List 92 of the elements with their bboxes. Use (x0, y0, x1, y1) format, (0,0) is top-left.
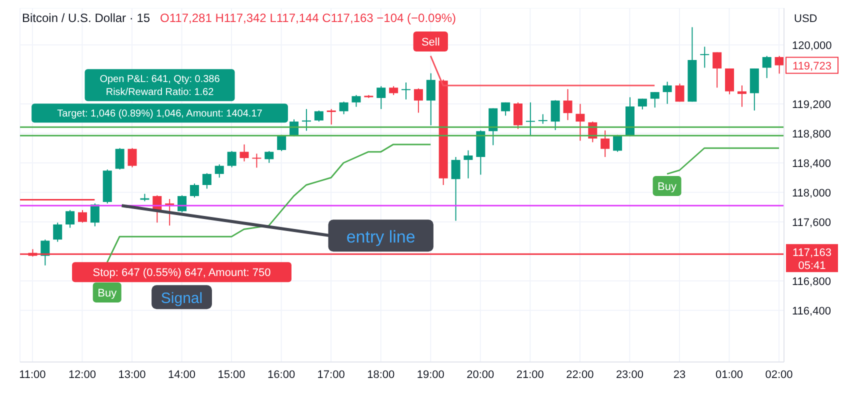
price-tag: 119,723 (786, 56, 838, 74)
x-tick-label: 13:00 (118, 368, 146, 381)
x-tick-label: 18:00 (367, 368, 395, 381)
label-tag: Sell (413, 32, 448, 52)
candlestick (514, 102, 522, 130)
candlestick (426, 72, 436, 126)
x-tick-label: 01:00 (715, 368, 744, 381)
annotation: Stop: 647 (0.55%) 647, Amount: 750 (92, 267, 271, 280)
candlestick (488, 108, 498, 146)
y-tick-label: 117,600 (792, 216, 831, 229)
candlestick (675, 83, 684, 102)
candlestick (376, 86, 386, 110)
chart-title: Bitcoin / U.S. Dollar · 15 (22, 11, 150, 25)
x-tick-label: 11:00 (19, 368, 46, 381)
annotation: Signal (160, 290, 203, 308)
y-tick-label: 116,400 (792, 305, 831, 318)
y-tick-label: 120,000 (792, 40, 832, 52)
price-tag: 117,163 05:41 (786, 244, 838, 272)
x-tick-label: 14:00 (168, 368, 196, 381)
x-tick-label: 23 (673, 368, 686, 381)
y-tick-label: 119,200 (792, 98, 831, 111)
candlestick (352, 94, 361, 108)
candlestick (662, 81, 672, 104)
label-tag: Buy (92, 282, 122, 302)
candlestick (538, 114, 548, 124)
candlestick (650, 92, 660, 108)
candlestick (700, 46, 710, 68)
candlestick (40, 239, 50, 266)
chart-subtitle: O117,281 H117,342 L117,144 C117,163 −104 (−0.09%) (160, 11, 456, 25)
candlestick (576, 103, 585, 142)
x-tick-label: 20:00 (466, 368, 494, 381)
candlestick (115, 148, 124, 170)
annotation: Open P&L: 641, Qty: 0.386 Risk/Reward Ratio: 1.62 (100, 74, 220, 98)
candlestick (252, 153, 262, 168)
x-tick-label: 15:00 (218, 368, 246, 381)
candlestick (190, 183, 199, 198)
candlestick (326, 108, 336, 126)
annotation: Buy (658, 180, 678, 193)
candlestick (737, 84, 746, 108)
label-tag: entry line (328, 220, 434, 252)
candlestick (78, 210, 87, 224)
candlestick (725, 68, 734, 95)
label-tag: Target: 1,046 (0.89%) 1,046, Amount: 1404.17 (32, 104, 288, 123)
candlestick (414, 88, 423, 114)
candlestick (402, 82, 411, 100)
candlestick (464, 150, 473, 179)
candlestick (302, 108, 311, 132)
candlestick (339, 101, 348, 115)
x-tick-label: 02:00 (765, 368, 793, 381)
label-tag: Signal (152, 285, 212, 310)
x-tick-label: 23:00 (616, 368, 644, 381)
annotation: Target: 1,046 (0.89%) 1,046, Amount: 1404.17 (57, 108, 263, 120)
candlestick (227, 150, 236, 168)
annotation: 119,723 (792, 60, 832, 72)
candlestick (90, 202, 100, 227)
ref-line-label: 117,163 (792, 247, 832, 260)
candlestick (550, 100, 560, 131)
y-tick-label: 118,000 (792, 187, 831, 200)
x-tick-label: 12:00 (68, 368, 96, 381)
annotation: entry line (346, 228, 416, 247)
label-tag: Open P&L: 641, Qty: 0.386 Risk/Reward Ratio: 1.62 (84, 69, 235, 102)
candlestick (600, 130, 610, 158)
candlestick (563, 88, 572, 121)
y-axis-title: USD (794, 13, 818, 25)
candlestick (774, 55, 784, 74)
candlestick (638, 98, 647, 110)
candlestick (451, 156, 460, 222)
candlestick (165, 198, 174, 226)
x-tick-label: 19:00 (416, 368, 444, 381)
candlestick (240, 144, 249, 162)
candlestick (202, 172, 212, 190)
x-tick-label: 16:00 (268, 368, 296, 381)
candlestick (526, 102, 535, 136)
candlestick (762, 55, 772, 79)
label-tag: Stop: 647 (0.55%) 647, Amount: 750 (72, 262, 292, 282)
annotation: Sell (421, 36, 440, 49)
candlestick (214, 164, 224, 178)
candlestick (66, 210, 75, 228)
y-tick-label: 118,800 (792, 128, 831, 140)
y-tick-label: 116,800 (792, 276, 831, 288)
candlestick (501, 102, 510, 116)
candlestick (712, 52, 722, 88)
annotation: Buy (98, 287, 118, 300)
candlestick (128, 148, 137, 168)
candlestick (314, 110, 324, 122)
x-tick-label: 17:00 (317, 368, 345, 381)
label-tag: Buy (652, 176, 682, 196)
candlestick (53, 222, 62, 242)
x-tick-label: 22:00 (566, 368, 594, 381)
y-tick-label: 118,400 (792, 158, 831, 170)
candlestick (264, 150, 274, 164)
x-tick-label: 21:00 (516, 368, 544, 381)
